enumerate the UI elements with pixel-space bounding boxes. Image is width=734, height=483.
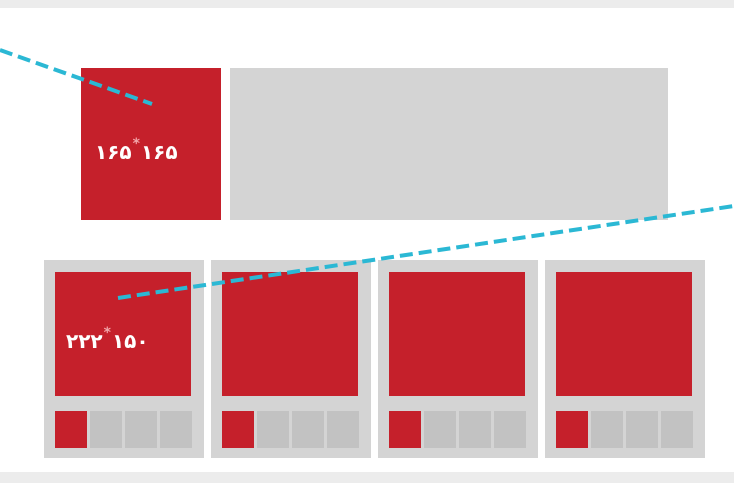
card-image bbox=[556, 272, 692, 396]
card-1 bbox=[44, 260, 204, 458]
thumbnail bbox=[626, 411, 658, 448]
card-thumbnails bbox=[55, 411, 192, 448]
top-size-height: ۱۶۵ bbox=[95, 140, 132, 164]
card-size-width: ۱۵۰ bbox=[111, 329, 149, 353]
card-image bbox=[55, 272, 191, 396]
thumbnail-active bbox=[556, 411, 588, 448]
thumbnail bbox=[292, 411, 324, 448]
top-content-panel bbox=[230, 68, 668, 220]
card-image bbox=[389, 272, 525, 396]
callout-line-top bbox=[0, 48, 153, 106]
thumbnail bbox=[494, 411, 526, 448]
callout-line-card bbox=[117, 204, 734, 300]
thumbnail bbox=[90, 411, 122, 448]
thumbnail bbox=[257, 411, 289, 448]
thumbnail bbox=[327, 411, 359, 448]
top-size-width: ۱۶۵ bbox=[140, 140, 178, 164]
thumbnail-active bbox=[389, 411, 421, 448]
card-thumbnails bbox=[222, 411, 359, 448]
thumbnail bbox=[160, 411, 192, 448]
card-size-separator: * bbox=[103, 325, 111, 341]
thumbnail bbox=[125, 411, 157, 448]
top-size-separator: * bbox=[132, 136, 140, 152]
thumbnail-active bbox=[55, 411, 87, 448]
thumbnail bbox=[661, 411, 693, 448]
thumbnail bbox=[424, 411, 456, 448]
top-size-label: ۱۶۵*۱۶۵ bbox=[95, 136, 178, 164]
thumbnail bbox=[591, 411, 623, 448]
thumbnail-active bbox=[222, 411, 254, 448]
top-square-image bbox=[81, 68, 221, 220]
card-size-height: ۲۲۲ bbox=[66, 329, 103, 353]
card-3 bbox=[378, 260, 538, 458]
card-2 bbox=[211, 260, 371, 458]
thumbnail bbox=[459, 411, 491, 448]
card-thumbnails bbox=[556, 411, 693, 448]
card-thumbnails bbox=[389, 411, 526, 448]
card-size-label: ۲۲۲*۱۵۰ bbox=[66, 325, 149, 353]
card-image bbox=[222, 272, 358, 396]
card-4 bbox=[545, 260, 705, 458]
